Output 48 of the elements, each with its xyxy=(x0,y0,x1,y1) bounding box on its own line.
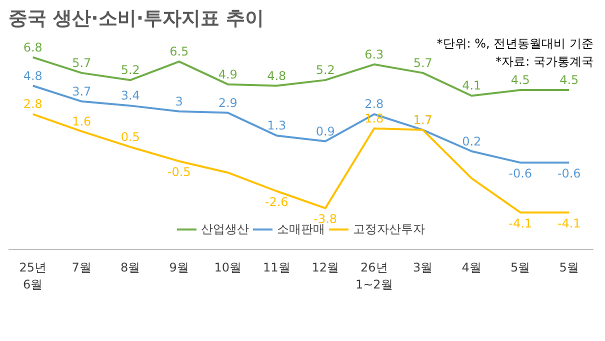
x-tick-label: 4월 xyxy=(462,260,482,274)
data-label: 6.3 xyxy=(364,47,384,62)
x-tick-label: 11월 xyxy=(262,260,290,274)
data-label: 3.7 xyxy=(72,84,92,98)
data-label: 0.2 xyxy=(462,134,482,148)
data-label: 5.2 xyxy=(316,63,335,78)
x-tick-label: 7월 xyxy=(72,260,92,274)
x-tick-label: 5월 xyxy=(559,260,579,274)
data-label: -0.6 xyxy=(508,166,532,181)
x-tick-label: 5월 xyxy=(510,260,530,274)
data-label: 4.5 xyxy=(560,73,579,88)
chart-title: 중국 생산·소비·투자지표 추이 xyxy=(8,8,264,30)
data-label: -4.1 xyxy=(557,216,581,230)
data-label: -0.5 xyxy=(167,165,191,180)
x-tick-label: 3월 xyxy=(413,260,433,274)
data-label: 3 xyxy=(175,94,183,108)
data-label: 4.8 xyxy=(267,68,286,83)
data-label: 5.7 xyxy=(72,56,92,70)
data-label: 2.9 xyxy=(218,96,238,110)
data-label: 4.1 xyxy=(462,78,482,93)
x-tick-label: 26년 1~2월 xyxy=(355,260,393,292)
data-label: 5.2 xyxy=(120,63,140,78)
x-tick-label: 9월 xyxy=(169,260,189,274)
data-label: 0.5 xyxy=(120,130,140,144)
x-tick-label: 25년 6월 xyxy=(19,260,47,292)
x-tick-label: 10월 xyxy=(214,260,242,274)
data-label: 1.6 xyxy=(72,114,92,128)
data-label: 6.8 xyxy=(23,40,42,54)
text: *단위: %, 전년동월대비 기준 xyxy=(436,36,594,50)
data-label: 2.8 xyxy=(23,97,42,112)
data-label: 1.3 xyxy=(267,118,286,133)
data-label: 4.5 xyxy=(510,73,530,88)
data-label: 1.7 xyxy=(413,112,432,127)
data-label: 3.4 xyxy=(120,88,140,103)
legend-label: 산업생산 xyxy=(201,220,249,238)
data-label: 6.5 xyxy=(170,44,189,59)
x-tick-label: 8월 xyxy=(120,260,140,274)
data-label: 0.9 xyxy=(316,124,335,138)
data-label: -0.6 xyxy=(557,166,581,181)
data-label: 5.7 xyxy=(413,56,432,70)
legend-label: 고정자산투자 xyxy=(353,220,425,238)
annotation: *자료: 국가통계국 xyxy=(496,54,594,68)
data-label: -4.1 xyxy=(508,216,532,230)
x-tick-label: 12월 xyxy=(312,260,340,274)
data-label: 4.8 xyxy=(23,68,42,83)
data-label: 2.8 xyxy=(364,97,384,112)
data-label: 4.9 xyxy=(218,67,238,82)
data-label: -2.6 xyxy=(264,195,288,210)
